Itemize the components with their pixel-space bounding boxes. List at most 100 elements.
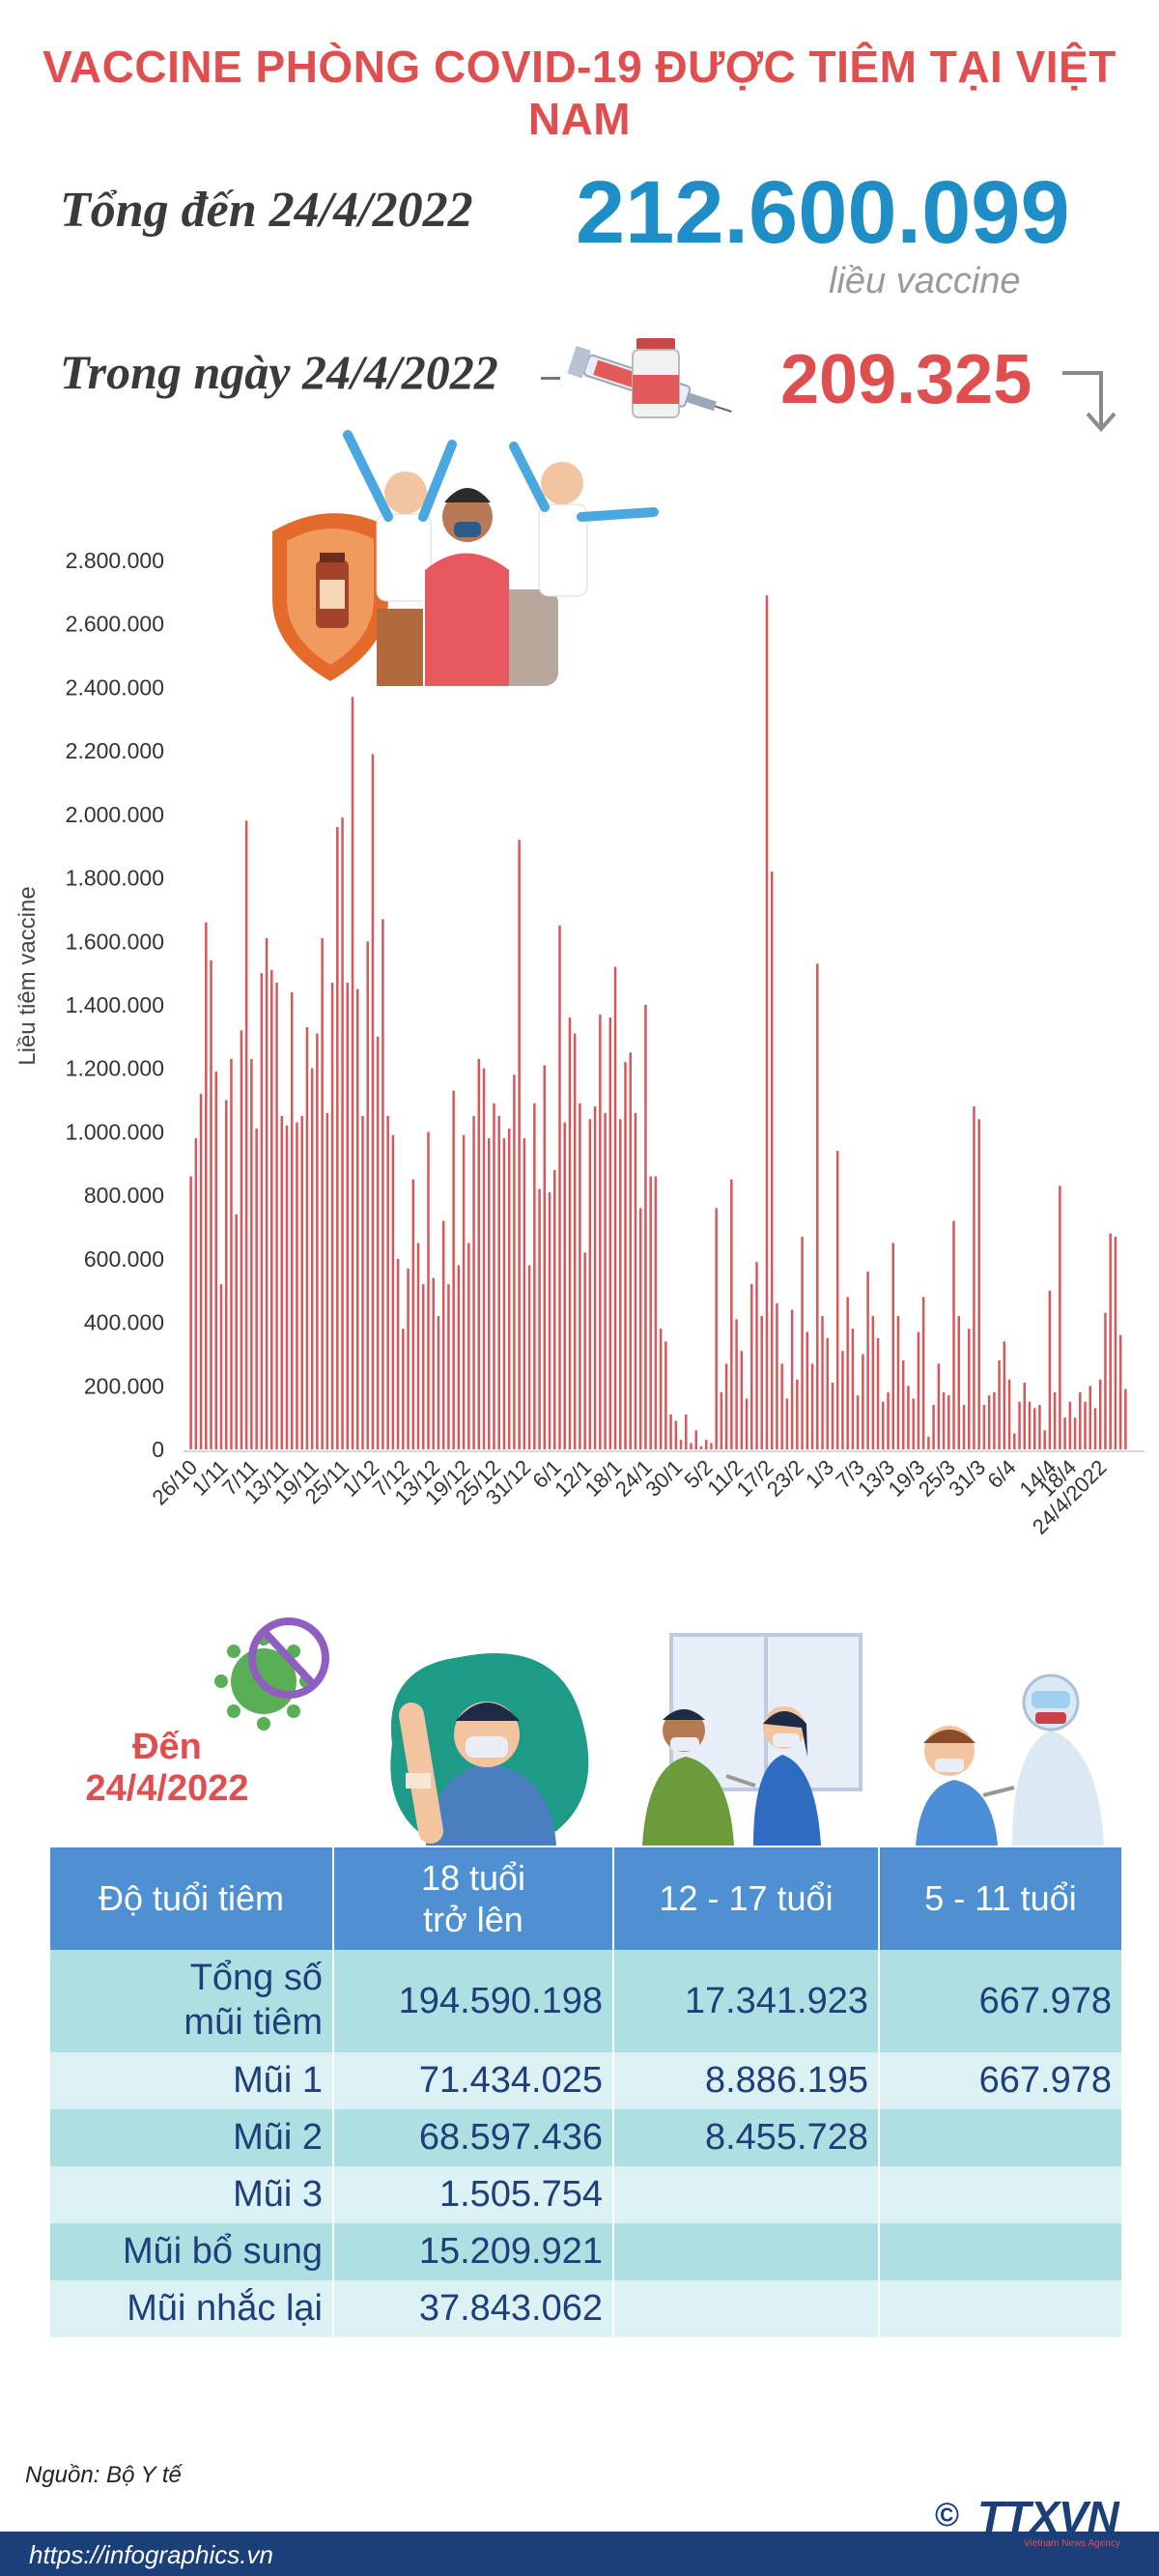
- bar: [482, 1068, 486, 1449]
- bar: [690, 1443, 693, 1449]
- bar: [599, 1014, 602, 1449]
- bar: [199, 1094, 203, 1449]
- x-tick-label: 30/1: [640, 1455, 687, 1502]
- bar: [826, 1338, 829, 1449]
- bar: [230, 1058, 233, 1449]
- bar: [296, 1122, 298, 1449]
- bar: [1068, 1401, 1072, 1449]
- bar: [351, 697, 354, 1449]
- header-18-plus: 18 tuổi trở lên: [333, 1847, 614, 1950]
- bar: [1018, 1401, 1021, 1449]
- x-tick-label: 23/2: [762, 1455, 808, 1502]
- bar: [588, 1119, 592, 1449]
- row-label-total: Tổng số mũi tiêm: [50, 1950, 334, 2052]
- bar: [325, 1112, 329, 1449]
- y-tick-label: 1.600.000: [66, 929, 164, 954]
- cell-value: [613, 2166, 880, 2223]
- bar: [548, 1191, 551, 1449]
- bar: [285, 1125, 289, 1449]
- bar: [871, 1316, 875, 1449]
- bar: [488, 1138, 491, 1449]
- bar: [300, 1116, 303, 1449]
- cell-value: [613, 2280, 880, 2337]
- down-arrow-icon: [1062, 371, 1117, 433]
- bar: [942, 1391, 946, 1449]
- bar: [523, 1138, 526, 1449]
- bar: [679, 1440, 683, 1449]
- bar: [432, 1277, 435, 1449]
- bar: [355, 988, 359, 1449]
- bar: [634, 1112, 637, 1449]
- footer-bar: [0, 2532, 1159, 2576]
- bar: [1032, 1408, 1036, 1449]
- bar: [841, 1351, 844, 1449]
- bar: [638, 1208, 642, 1449]
- bar: [194, 1138, 198, 1449]
- bar: [932, 1405, 935, 1449]
- virus-crossed-icon: [214, 1617, 329, 1731]
- bar: [497, 1116, 500, 1449]
- header-18-plus-line-1: 18 tuổi: [420, 1857, 526, 1898]
- bar: [533, 1102, 536, 1449]
- bar: [280, 1116, 284, 1449]
- bar: [558, 925, 561, 1449]
- bar: [912, 1398, 915, 1449]
- bar: [882, 1401, 885, 1449]
- bar: [724, 1363, 728, 1449]
- cell-value: [879, 2109, 1123, 2166]
- bar: [382, 919, 384, 1449]
- cell-value: 71.434.025: [333, 2052, 614, 2109]
- bar: [563, 1122, 566, 1449]
- age-date-line-2: 24/4/2022: [85, 1768, 249, 1809]
- bar: [305, 1027, 309, 1449]
- bar: [745, 1398, 749, 1449]
- row-label-total-line-1: Tổng số: [189, 1958, 323, 1999]
- bar: [502, 1138, 506, 1449]
- cell-value: 667.978: [879, 1950, 1123, 2052]
- cell-value: [879, 2223, 1123, 2280]
- bar: [629, 1052, 632, 1449]
- bar: [862, 1354, 864, 1449]
- y-tick-label: 2.400.000: [66, 674, 164, 700]
- y-tick-label: 2.600.000: [66, 612, 164, 637]
- table-row: Mũi 3 1.505.754: [50, 2166, 1123, 2223]
- y-tick-label: 600.000: [84, 1246, 164, 1272]
- bar: [1003, 1341, 1006, 1449]
- bar: [831, 1383, 834, 1449]
- cell-value: 68.597.436: [333, 2109, 614, 2166]
- bar: [407, 1268, 410, 1449]
- bar: [214, 1072, 218, 1449]
- y-tick-label: 200.000: [84, 1373, 164, 1398]
- bar: [755, 1262, 758, 1449]
- age-date-label: Đến 24/4/2022: [56, 1727, 278, 1810]
- bar: [765, 595, 769, 1449]
- bar: [740, 1351, 744, 1449]
- daily-label: Trong ngày 24/4/2022: [60, 345, 498, 399]
- bar: [1043, 1430, 1046, 1449]
- bar: [371, 754, 375, 1449]
- bar: [664, 1341, 667, 1449]
- bar: [604, 1112, 607, 1449]
- y-tick-label: 400.000: [84, 1310, 164, 1335]
- cell-value: [879, 2166, 1123, 2223]
- y-tick-label: 800.000: [84, 1183, 164, 1208]
- bar: [704, 1440, 708, 1449]
- page-title: VACCINE PHÒNG COVID-19 ĐƯỢC TIÊM TẠI VIỆ…: [42, 42, 1117, 144]
- bar: [921, 1297, 925, 1449]
- footer-url-link[interactable]: https://infographics.vn: [29, 2540, 273, 2569]
- y-tick-label: 0: [152, 1437, 164, 1462]
- bar: [735, 1319, 738, 1449]
- bar: [790, 1309, 794, 1449]
- cell-value: 17.341.923: [613, 1950, 880, 2052]
- bar: [366, 941, 369, 1449]
- bar: [411, 1179, 415, 1449]
- bar: [1023, 1383, 1027, 1449]
- header-age-group: Độ tuổi tiêm: [50, 1847, 334, 1950]
- bar: [937, 1363, 941, 1449]
- bar: [1053, 1391, 1057, 1449]
- bar: [593, 1106, 597, 1449]
- bar: [1048, 1290, 1052, 1449]
- bar: [699, 1445, 703, 1449]
- ttxvn-logo-subtext: Vietnam News Agency: [1024, 2538, 1120, 2549]
- syringe-vial-icon: [567, 338, 732, 418]
